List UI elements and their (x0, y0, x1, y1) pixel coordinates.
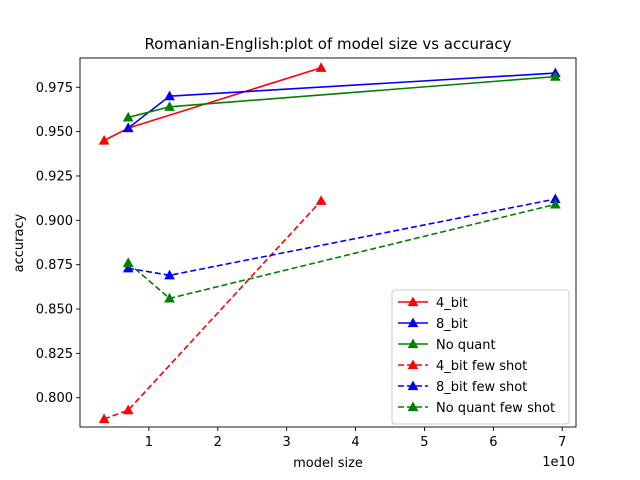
chart-title: Romanian-English:plot of model size vs a… (145, 35, 512, 53)
data-point-0-0 (98, 134, 110, 145)
y-tick-label: 0.800 (36, 391, 73, 406)
legend-marker-2 (407, 338, 419, 349)
data-point-5-0 (122, 257, 134, 268)
data-point-3-2 (315, 195, 327, 205)
y-tick-label: 0.825 (36, 347, 73, 362)
data-point-5-1 (164, 292, 175, 303)
data-point-3-1 (122, 404, 134, 415)
x-tick-label: 7 (558, 435, 566, 450)
x-tick-label: 4 (351, 435, 359, 450)
y-tick-label: 0.975 (36, 81, 73, 96)
legend-marker-1 (407, 317, 419, 328)
legend-label: No quant (436, 338, 496, 353)
x-axis-label: model size (293, 456, 363, 471)
x-axis-offset-label: 1e10 (542, 455, 575, 470)
legend-label: No quant few shot (436, 401, 555, 416)
x-tick-label: 2 (214, 435, 222, 450)
legend-marker-4 (407, 380, 419, 391)
x-tick-label: 1 (145, 435, 153, 450)
axes: 1 2 3 4 5 6 7 0.800 0.825 0.850 0.875 0.900 0.925 0.9… (36, 57, 577, 450)
y-axis-label: accuracy (12, 213, 27, 272)
data-point-2-0 (122, 111, 134, 122)
x-tick-label: 5 (420, 435, 428, 450)
data-point-2-1 (164, 101, 175, 111)
legend-label: 8_bit (436, 317, 468, 332)
plot-area (98, 62, 561, 424)
series-line-2 (128, 75, 556, 119)
legend-marker-0 (407, 296, 419, 307)
legend-label: 4_bit (436, 296, 468, 311)
legend-marker-3 (407, 359, 419, 370)
data-point-2-2 (549, 71, 561, 81)
y-tick-label: 0.950 (36, 125, 73, 140)
x-tick-label: 6 (489, 435, 497, 450)
legend-label: 8_bit few shot (436, 380, 527, 395)
legend-marker-5 (407, 401, 419, 412)
series-line-5 (127, 203, 556, 300)
data-point-4-0 (122, 262, 134, 273)
data-point-5-2 (549, 198, 561, 209)
data-point-1-1 (164, 90, 175, 101)
series-line-3 (103, 200, 322, 420)
y-tick-label: 0.925 (36, 169, 73, 184)
axes-frame (79, 57, 577, 428)
data-point-1-0 (122, 122, 134, 133)
y-tick-label: 0.900 (36, 214, 73, 229)
legend: 4_bit 8_bit No quant 4_bit few shot 8_bit fe… (391, 289, 570, 425)
series-line-4 (128, 198, 556, 277)
y-tick-label: 0.875 (36, 258, 73, 273)
data-point-3-0 (98, 413, 110, 424)
y-tick-label: 0.850 (36, 303, 73, 318)
legend-box (391, 289, 570, 425)
data-point-0-2 (315, 62, 327, 72)
x-tick-label: 3 (283, 435, 291, 450)
data-point-4-1 (164, 269, 175, 280)
legend-label: 4_bit few shot (436, 359, 527, 374)
